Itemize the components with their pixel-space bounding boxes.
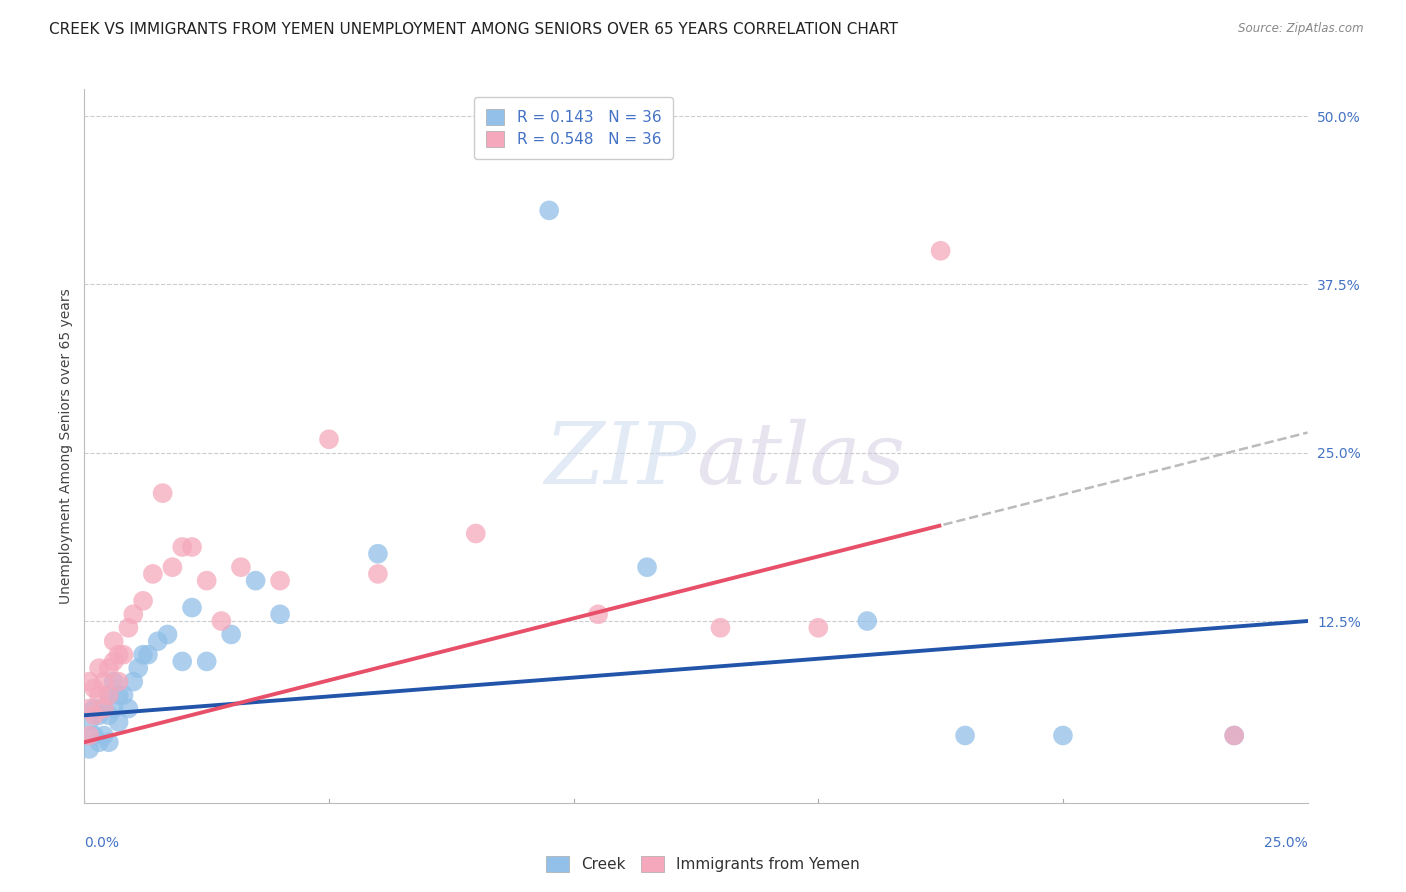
Point <box>209 614 232 628</box>
Point <box>586 607 609 622</box>
Point <box>117 621 139 635</box>
Point <box>181 600 204 615</box>
Point <box>132 648 155 662</box>
Point <box>367 547 389 561</box>
Point <box>142 566 165 581</box>
Point <box>107 648 129 662</box>
Point <box>181 540 204 554</box>
Point <box>112 688 135 702</box>
Point <box>87 708 110 723</box>
Point <box>93 674 115 689</box>
Point <box>97 688 120 702</box>
Point <box>83 708 105 723</box>
Point <box>856 614 879 628</box>
Point <box>87 688 110 702</box>
Point <box>93 701 115 715</box>
Point <box>1223 729 1246 743</box>
Point <box>93 701 115 715</box>
Point <box>107 688 129 702</box>
Point <box>636 560 658 574</box>
Point <box>97 688 120 702</box>
Point <box>107 714 129 729</box>
Point <box>152 486 174 500</box>
Point <box>807 621 830 635</box>
Point <box>172 655 194 669</box>
Point <box>245 574 267 588</box>
Point <box>156 627 179 641</box>
Point <box>77 729 100 743</box>
Point <box>122 674 145 689</box>
Point <box>1223 729 1246 743</box>
Point <box>103 674 125 689</box>
Point <box>538 203 561 218</box>
Point <box>77 714 100 729</box>
Text: 25.0%: 25.0% <box>1264 837 1308 850</box>
Text: 0.0%: 0.0% <box>84 837 120 850</box>
Point <box>229 560 252 574</box>
Point <box>132 594 155 608</box>
Point <box>83 729 105 743</box>
Point <box>103 655 125 669</box>
Point <box>1052 729 1074 743</box>
Point <box>112 648 135 662</box>
Point <box>77 742 100 756</box>
Point <box>87 661 110 675</box>
Point <box>77 674 100 689</box>
Point <box>77 701 100 715</box>
Text: atlas: atlas <box>696 419 905 501</box>
Point <box>195 574 218 588</box>
Point <box>172 540 194 554</box>
Point <box>83 681 105 696</box>
Point <box>83 701 105 715</box>
Point <box>97 661 120 675</box>
Point <box>136 648 159 662</box>
Point <box>146 634 169 648</box>
Point <box>93 729 115 743</box>
Point <box>117 701 139 715</box>
Point <box>367 566 389 581</box>
Point <box>87 735 110 749</box>
Point <box>464 526 486 541</box>
Point <box>103 634 125 648</box>
Point <box>953 729 976 743</box>
Point <box>97 708 120 723</box>
Text: Source: ZipAtlas.com: Source: ZipAtlas.com <box>1239 22 1364 36</box>
Point <box>127 661 149 675</box>
Point <box>219 627 242 641</box>
Legend: R = 0.143   N = 36, R = 0.548   N = 36: R = 0.143 N = 36, R = 0.548 N = 36 <box>474 97 673 160</box>
Legend: Creek, Immigrants from Yemen: Creek, Immigrants from Yemen <box>538 848 868 880</box>
Y-axis label: Unemployment Among Seniors over 65 years: Unemployment Among Seniors over 65 years <box>59 288 73 604</box>
Point <box>103 701 125 715</box>
Point <box>709 621 731 635</box>
Point <box>162 560 184 574</box>
Point <box>97 735 120 749</box>
Point <box>269 607 291 622</box>
Point <box>195 655 218 669</box>
Point <box>929 244 952 258</box>
Point <box>318 432 340 446</box>
Point <box>269 574 291 588</box>
Text: ZIP: ZIP <box>544 419 696 501</box>
Text: CREEK VS IMMIGRANTS FROM YEMEN UNEMPLOYMENT AMONG SENIORS OVER 65 YEARS CORRELAT: CREEK VS IMMIGRANTS FROM YEMEN UNEMPLOYM… <box>49 22 898 37</box>
Point <box>107 674 129 689</box>
Point <box>122 607 145 622</box>
